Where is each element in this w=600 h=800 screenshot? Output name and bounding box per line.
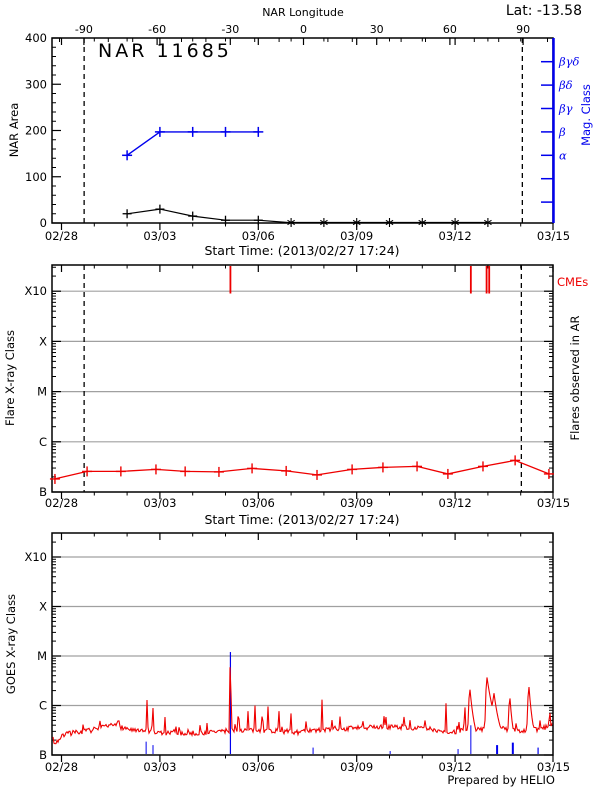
credit-label: Prepared by HELIO: [447, 773, 555, 787]
svg-text:0: 0: [40, 216, 47, 230]
svg-text:C: C: [39, 435, 47, 449]
svg-text:30: 30: [370, 23, 384, 36]
svg-text:200: 200: [25, 124, 47, 138]
goes-flux-curve: [52, 667, 553, 745]
svg-text:03/15: 03/15: [537, 229, 570, 243]
mag-class-series: [122, 126, 264, 161]
svg-text:03/06: 03/06: [242, 496, 275, 510]
svg-text:03/12: 03/12: [439, 760, 472, 774]
svg-text:02/28: 02/28: [45, 496, 78, 510]
svg-text:M: M: [37, 385, 47, 399]
cme-marks: [229, 266, 491, 294]
svg-text:β: β: [558, 125, 566, 139]
svg-text:02/28: 02/28: [45, 229, 78, 243]
svg-text:C: C: [39, 699, 47, 713]
svg-text:X: X: [39, 334, 47, 348]
svg-text:-30: -30: [221, 23, 239, 36]
svg-text:90: 90: [516, 23, 530, 36]
svg-text:βγδ: βγδ: [558, 55, 580, 69]
lat-label: Lat: -13.58: [505, 3, 582, 19]
svg-text:03/15: 03/15: [537, 496, 570, 510]
cmes-label: CMEs: [557, 275, 589, 289]
goes-panel: B C M X X10 02/28 03/03 03/06 03/09 03/12 03/15: [24, 532, 570, 774]
svg-text:03/12: 03/12: [439, 229, 472, 243]
svg-text:βδ: βδ: [558, 78, 573, 92]
svg-text:60: 60: [443, 23, 457, 36]
svg-text:X10: X10: [24, 550, 47, 564]
svg-text:0: 0: [300, 23, 307, 36]
svg-text:-90: -90: [75, 23, 93, 36]
nar-area-panel: 0 100 200 300 400 -90 -60 -30 0 30 60 90 02/28 03/03 0…: [25, 23, 570, 243]
start-time-label-2: Start Time: (2013/02/27 17:24): [204, 512, 400, 527]
svg-text:02/28: 02/28: [45, 760, 78, 774]
page-title: NAR 11685: [98, 40, 232, 62]
svg-text:03/15: 03/15: [537, 760, 570, 774]
svg-text:X10: X10: [24, 284, 47, 298]
svg-text:03/12: 03/12: [439, 496, 472, 510]
svg-text:α: α: [559, 148, 567, 162]
goes-event-marks: [145, 652, 539, 754]
svg-text:03/09: 03/09: [340, 229, 373, 243]
svg-text:03/03: 03/03: [143, 229, 176, 243]
top-axis-title: NAR Longitude: [262, 6, 344, 19]
flare-series: [49, 455, 554, 484]
svg-text:βγ: βγ: [558, 102, 573, 116]
svg-text:X: X: [39, 600, 47, 614]
mag-class-axis: βγδ βδ βγ βα: [541, 38, 580, 223]
svg-text:300: 300: [25, 77, 47, 91]
svg-text:03/06: 03/06: [242, 229, 275, 243]
start-time-label-1: Start Time: (2013/02/27 17:24): [204, 243, 400, 258]
svg-text:-60: -60: [148, 23, 166, 36]
svg-text:03/09: 03/09: [340, 496, 373, 510]
svg-text:03/03: 03/03: [143, 760, 176, 774]
svg-text:03/03: 03/03: [143, 496, 176, 510]
svg-text:03/06: 03/06: [242, 760, 275, 774]
svg-text:400: 400: [25, 31, 47, 45]
flares-panel: B C M X X10 02/28 03/03 03/06 03/09 03/12 03/15: [24, 264, 570, 510]
svg-text:B: B: [39, 485, 47, 499]
svg-text:100: 100: [25, 170, 47, 184]
svg-text:B: B: [39, 748, 47, 762]
svg-text:03/09: 03/09: [340, 760, 373, 774]
svg-text:M: M: [37, 649, 47, 663]
nar-area-series: [122, 204, 492, 227]
